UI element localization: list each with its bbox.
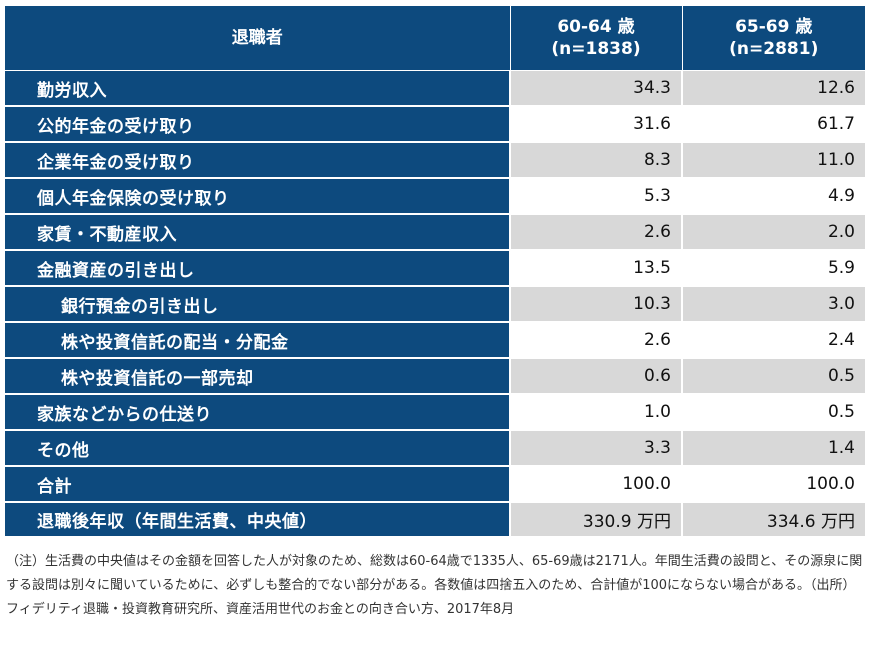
table-row: 公的年金の受け取り 31.6 61.7	[5, 106, 865, 143]
row-label: 金融資産の引き出し	[5, 250, 510, 287]
header-65-69-n: (n=2881)	[729, 39, 819, 59]
value-60-64: 1.0	[509, 394, 682, 431]
value-60-64: 3.3	[509, 430, 682, 467]
table-row: その他 3.3 1.4	[5, 430, 865, 467]
value-65-69: 11.0	[681, 142, 865, 179]
row-label: 合計	[5, 466, 510, 503]
income-source-table: 退職者 60-64 歳 (n=1838) 65-69 歳 (n=2881) 勤労…	[5, 6, 865, 538]
value-60-64: 31.6	[509, 106, 682, 143]
value-65-69: 334.6 万円	[681, 502, 865, 538]
value-65-69: 3.0	[681, 286, 865, 323]
table-row: 株や投資信託の一部売却 0.6 0.5	[5, 358, 865, 395]
value-65-69: 0.5	[681, 394, 865, 431]
value-60-64: 10.3	[509, 286, 682, 323]
header-65-69: 65-69 歳 (n=2881)	[681, 6, 865, 71]
table-row: 個人年金保険の受け取り 5.3 4.9	[5, 178, 865, 215]
table-row: 銀行預金の引き出し 10.3 3.0	[5, 286, 865, 323]
table-row: 企業年金の受け取り 8.3 11.0	[5, 142, 865, 179]
value-65-69: 5.9	[681, 250, 865, 287]
value-60-64: 2.6	[509, 322, 682, 359]
row-label: その他	[5, 430, 510, 467]
value-60-64: 0.6	[509, 358, 682, 395]
value-60-64: 100.0	[509, 466, 682, 503]
row-label: 家賃・不動産収入	[5, 214, 510, 251]
value-65-69: 2.0	[681, 214, 865, 251]
value-60-64: 8.3	[509, 142, 682, 179]
header-60-64: 60-64 歳 (n=1838)	[509, 6, 682, 71]
row-label: 株や投資信託の一部売却	[5, 358, 510, 395]
table-row: 家賃・不動産収入 2.6 2.0	[5, 214, 865, 251]
header-60-64-n: (n=1838)	[551, 39, 641, 59]
row-label: 公的年金の受け取り	[5, 106, 510, 143]
row-label: 個人年金保険の受け取り	[5, 178, 510, 215]
value-65-69: 4.9	[681, 178, 865, 215]
value-65-69: 1.4	[681, 430, 865, 467]
value-60-64: 34.3	[509, 70, 682, 107]
footnote: （注）生活費の中央値はその金額を回答した人が対象のため、総数は60-64歳で13…	[6, 554, 863, 617]
value-65-69: 2.4	[681, 322, 865, 359]
value-60-64: 330.9 万円	[509, 502, 682, 538]
header-row: 退職者 60-64 歳 (n=1838) 65-69 歳 (n=2881)	[5, 6, 865, 71]
table-row: 株や投資信託の配当・分配金 2.6 2.4	[5, 322, 865, 359]
table-row: 金融資産の引き出し 13.5 5.9	[5, 250, 865, 287]
annual-income-row: 退職後年収（年間生活費、中央値） 330.9 万円 334.6 万円	[5, 502, 865, 538]
table-row: 家族などからの仕送り 1.0 0.5	[5, 394, 865, 431]
value-65-69: 61.7	[681, 106, 865, 143]
value-60-64: 2.6	[509, 214, 682, 251]
value-65-69: 12.6	[681, 70, 865, 107]
value-65-69: 100.0	[681, 466, 865, 503]
header-65-69-age: 65-69 歳	[735, 17, 813, 37]
row-label: 退職後年収（年間生活費、中央値）	[5, 502, 510, 538]
row-label: 勤労収入	[5, 70, 510, 107]
value-60-64: 13.5	[509, 250, 682, 287]
total-row: 合計 100.0 100.0	[5, 466, 865, 503]
value-65-69: 0.5	[681, 358, 865, 395]
table-row: 勤労収入 34.3 12.6	[5, 70, 865, 107]
value-60-64: 5.3	[509, 178, 682, 215]
row-label: 家族などからの仕送り	[5, 394, 510, 431]
row-label: 企業年金の受け取り	[5, 142, 510, 179]
row-label: 銀行預金の引き出し	[5, 286, 510, 323]
row-label: 株や投資信託の配当・分配金	[5, 322, 510, 359]
header-60-64-age: 60-64 歳	[557, 17, 635, 37]
header-label: 退職者	[5, 6, 510, 71]
